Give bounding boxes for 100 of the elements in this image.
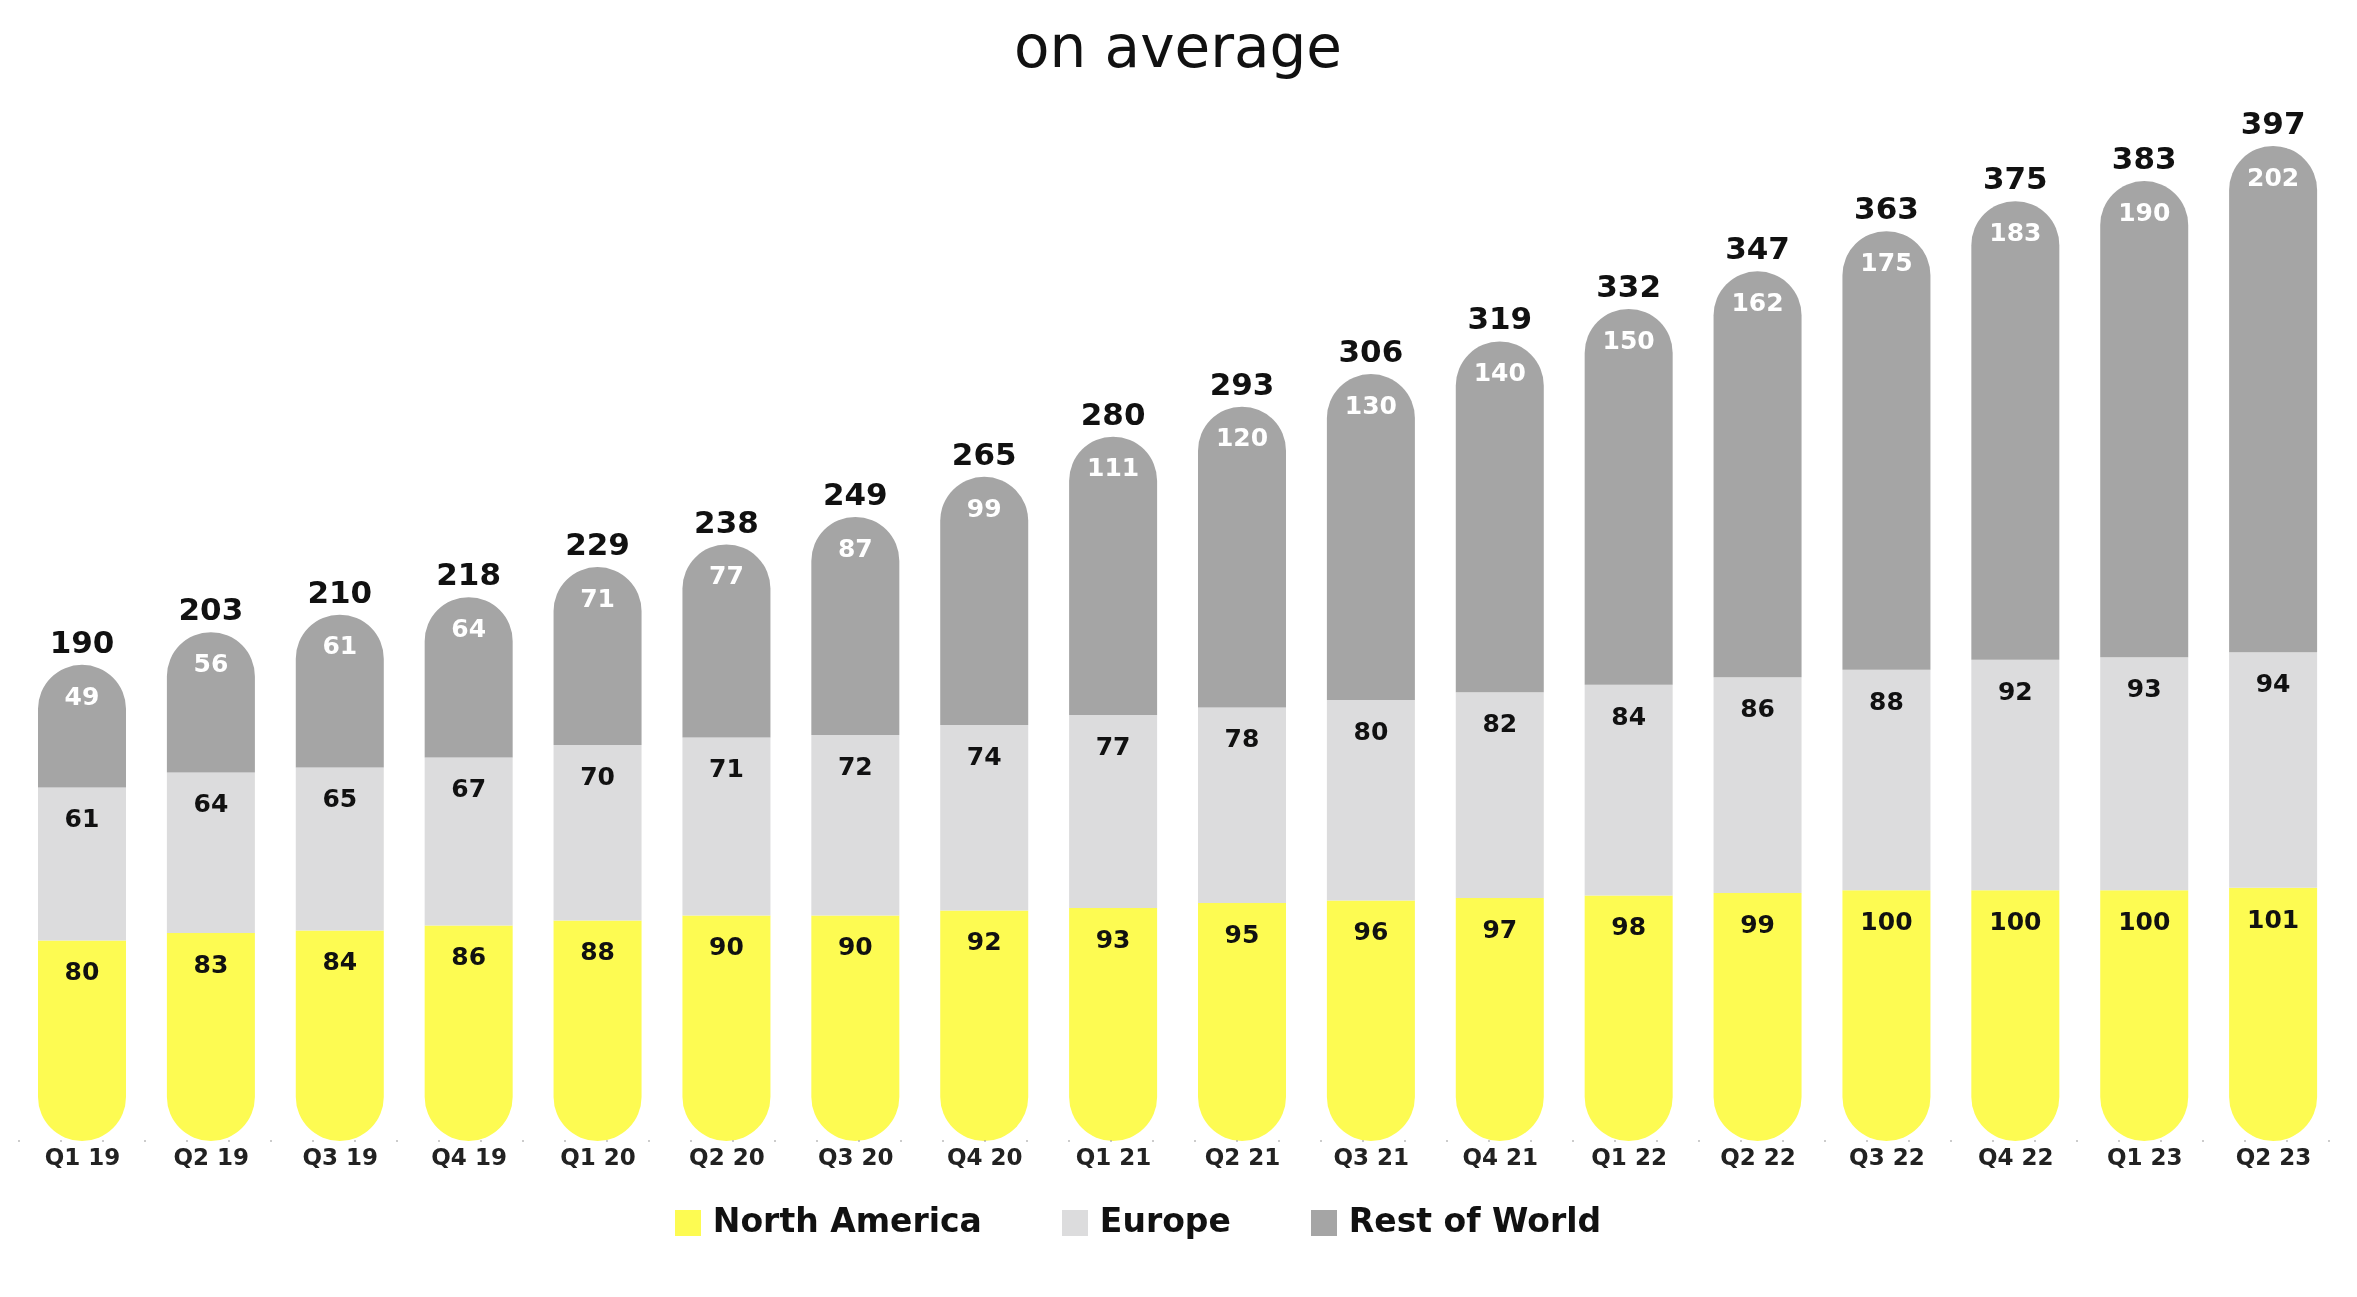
bar bbox=[166, 932, 255, 1141]
data-label: 94 bbox=[2255, 669, 2291, 699]
bar bbox=[166, 772, 255, 933]
bar bbox=[682, 544, 771, 738]
data-label: 90 bbox=[837, 932, 873, 962]
bar bbox=[1069, 714, 1158, 908]
bar bbox=[811, 734, 900, 916]
bar bbox=[2100, 181, 2189, 658]
data-label: 100 bbox=[1860, 907, 1913, 937]
bar bbox=[940, 476, 1029, 725]
data-label: 84 bbox=[1611, 701, 1647, 731]
legend-label: Rest of World bbox=[1348, 1201, 1602, 1240]
x-tick-label: Q1 22 bbox=[1591, 1144, 1667, 1171]
total-label: 383 bbox=[2111, 140, 2177, 177]
total-label: 363 bbox=[1854, 190, 1919, 227]
data-label: 95 bbox=[1224, 919, 1260, 949]
bar bbox=[1198, 406, 1286, 708]
bar bbox=[1326, 374, 1415, 700]
data-label: 80 bbox=[64, 957, 100, 987]
x-tick-label: Q1 21 bbox=[1075, 1144, 1152, 1171]
x-tick-label: Q2 21 bbox=[1204, 1144, 1281, 1171]
bar bbox=[1842, 669, 1931, 891]
x-tick-label: Q2 19 bbox=[173, 1144, 250, 1171]
total-label: 280 bbox=[1080, 395, 1146, 432]
x-tick-label: Q4 19 bbox=[431, 1144, 507, 1171]
total-label: 293 bbox=[1209, 365, 1275, 402]
total-label: 332 bbox=[1596, 267, 1662, 304]
bar bbox=[1584, 308, 1673, 685]
total-label: 265 bbox=[951, 435, 1017, 472]
data-label: 93 bbox=[2126, 674, 2162, 704]
data-label: 64 bbox=[451, 613, 487, 643]
data-label: 72 bbox=[837, 751, 873, 781]
data-label: 67 bbox=[451, 774, 487, 804]
x-tick-label: Q1 20 bbox=[560, 1144, 636, 1171]
chart-title: on average bbox=[1012, 12, 1344, 83]
data-label: 86 bbox=[451, 942, 487, 972]
data-label: 78 bbox=[1224, 724, 1260, 754]
data-label: 175 bbox=[1860, 247, 1913, 277]
bar bbox=[2229, 887, 2318, 1141]
data-label: 87 bbox=[837, 533, 873, 563]
data-label: 82 bbox=[1482, 709, 1518, 739]
bar bbox=[1971, 201, 2060, 660]
total-label: 306 bbox=[1338, 333, 1404, 370]
bar bbox=[2100, 657, 2189, 891]
data-label: 130 bbox=[1344, 390, 1397, 420]
bar bbox=[166, 632, 255, 773]
data-label: 88 bbox=[580, 937, 615, 967]
total-label: 375 bbox=[1982, 160, 2048, 197]
bar bbox=[553, 920, 642, 1141]
bar bbox=[1971, 890, 2060, 1141]
data-label: 162 bbox=[1731, 288, 1784, 318]
data-label: 80 bbox=[1353, 716, 1389, 746]
bar bbox=[424, 757, 513, 926]
bar bbox=[811, 516, 900, 735]
data-label: 70 bbox=[580, 761, 615, 791]
total-label: 190 bbox=[49, 623, 115, 660]
x-tick-label: Q2 23 bbox=[2235, 1144, 2312, 1171]
bar bbox=[1069, 436, 1158, 715]
data-label: 100 bbox=[2118, 907, 2171, 937]
bar bbox=[424, 597, 513, 758]
data-label: 111 bbox=[1087, 453, 1140, 483]
bar bbox=[1584, 895, 1673, 1141]
data-label: 77 bbox=[1095, 731, 1131, 761]
bar bbox=[295, 930, 384, 1141]
data-label: 49 bbox=[64, 681, 100, 711]
data-label: 61 bbox=[64, 804, 100, 834]
total-label: 319 bbox=[1467, 300, 1533, 337]
data-label: 120 bbox=[1215, 423, 1269, 453]
bar bbox=[1198, 902, 1286, 1141]
data-label: 101 bbox=[2247, 904, 2300, 934]
data-label: 71 bbox=[580, 583, 615, 613]
total-label: 229 bbox=[565, 526, 630, 563]
bar bbox=[1198, 707, 1286, 903]
data-label: 150 bbox=[1602, 325, 1655, 355]
total-label: 218 bbox=[436, 556, 502, 593]
data-label: 140 bbox=[1473, 358, 1526, 388]
bar bbox=[424, 925, 513, 1141]
total-label: 210 bbox=[307, 573, 373, 610]
data-label: 97 bbox=[1482, 914, 1518, 944]
bar bbox=[2229, 146, 2318, 653]
total-label: 249 bbox=[822, 475, 888, 512]
data-label: 83 bbox=[193, 949, 229, 979]
bar bbox=[38, 940, 126, 1141]
data-label: 71 bbox=[709, 754, 744, 784]
bar bbox=[682, 737, 771, 916]
data-label: 202 bbox=[2247, 162, 2300, 192]
bar bbox=[2100, 890, 2189, 1141]
bar bbox=[682, 915, 771, 1141]
data-label: 183 bbox=[1989, 217, 2042, 247]
x-tick-label: Q4 21 bbox=[1462, 1144, 1539, 1171]
bar bbox=[553, 567, 642, 746]
bar bbox=[1713, 892, 1802, 1141]
bar bbox=[1455, 692, 1544, 898]
data-label: 190 bbox=[2118, 197, 2171, 227]
x-tick-label: Q3 21 bbox=[1333, 1144, 1410, 1171]
x-tick-label: Q4 22 bbox=[1977, 1144, 2054, 1171]
data-label: 84 bbox=[322, 947, 358, 977]
bar bbox=[811, 915, 900, 1141]
bar bbox=[295, 614, 384, 768]
data-label: 90 bbox=[709, 932, 744, 962]
